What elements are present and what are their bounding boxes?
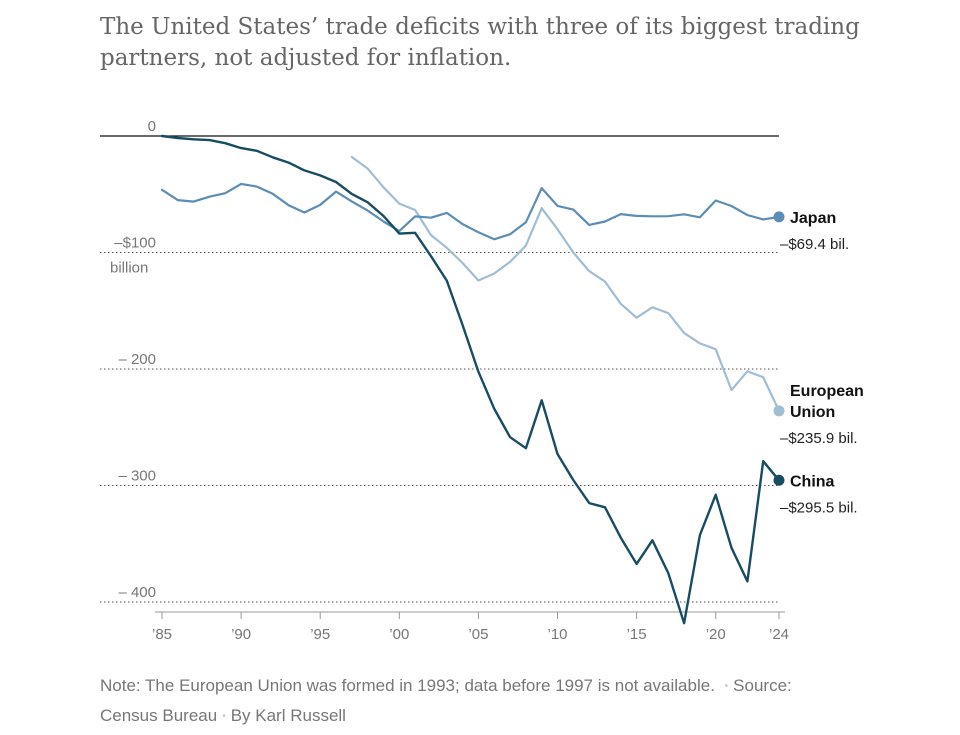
series-lines xyxy=(160,134,781,625)
y-tick-label: – 400 xyxy=(118,584,156,601)
y-tick-label: –$100 xyxy=(114,235,156,252)
y-axis-labels: 0 –$100 billion – 200 – 300 – 400 xyxy=(110,118,156,601)
european-union-line xyxy=(350,155,781,412)
x-tick-label: ’20 xyxy=(706,626,726,643)
note-text: Note: The European Union was formed in 1… xyxy=(100,676,715,695)
source-text: Source: Census Bureau xyxy=(100,676,792,725)
series-labels: Japan –$69.4 bil. European Union –$235.9 bil… xyxy=(773,210,864,516)
byline-text: By Karl Russell xyxy=(230,706,346,725)
y-tick-label: – 300 xyxy=(118,468,156,485)
japan-value-label: –$69.4 bil. xyxy=(780,236,849,253)
y-tick-label: – 200 xyxy=(118,351,156,368)
japan-name-label: Japan xyxy=(790,210,836,227)
separator-dot: • xyxy=(724,681,729,692)
y-tick-label: 0 xyxy=(148,118,156,135)
european-union-name-word: Union xyxy=(790,404,835,421)
x-tick-label: ’85 xyxy=(152,626,172,643)
x-tick-label: ’05 xyxy=(468,626,488,643)
y-tick-sublabel: billion xyxy=(110,260,148,277)
japan-end-point xyxy=(773,211,785,223)
china-end-point xyxy=(773,474,785,486)
european-union-value-label: –$235.9 bil. xyxy=(780,430,858,447)
european-union-end-point xyxy=(773,405,785,417)
chart-note: Note: The European Union was formed in 1… xyxy=(100,672,800,732)
separator-dot: • xyxy=(222,711,226,722)
gridlines xyxy=(100,135,779,603)
x-tick-label: ’95 xyxy=(310,626,330,643)
x-tick-label: ’10 xyxy=(547,626,567,643)
x-axis: ’85 ’90 ’95 ’00 ’05 ’10 ’15 ’20 ’24 xyxy=(152,611,789,643)
x-tick-label: ’15 xyxy=(627,626,647,643)
european-union-name-label: European Union xyxy=(790,383,864,421)
china-line xyxy=(160,134,781,625)
japan-name-word: Japan xyxy=(790,210,836,227)
european-union-name-word: European xyxy=(790,383,864,400)
x-tick-label: ’90 xyxy=(231,626,251,643)
x-tick-label: ’24 xyxy=(769,626,789,643)
china-name-label: China xyxy=(790,473,835,490)
japan-line xyxy=(160,182,781,241)
china-value-label: –$295.5 bil. xyxy=(780,499,858,516)
china-name-word: China xyxy=(790,473,835,490)
chart-subtitle: The United States’ trade deficits with t… xyxy=(100,14,860,71)
x-tick-label: ’00 xyxy=(389,626,409,643)
